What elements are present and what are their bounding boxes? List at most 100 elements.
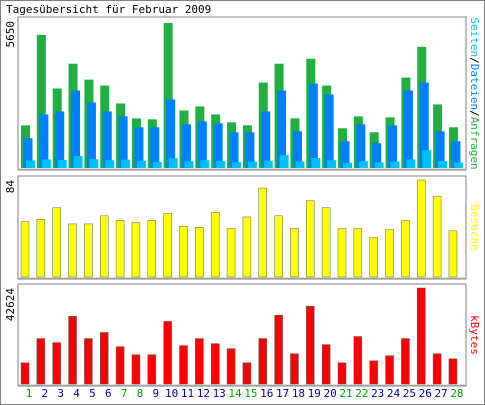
x-tick-label: 13 <box>213 387 226 400</box>
x-tick-label: 21 <box>339 387 352 400</box>
legend-entry: Anfragen <box>468 117 481 170</box>
bar <box>369 360 378 385</box>
bar <box>232 162 242 168</box>
bar <box>292 131 302 168</box>
bar <box>184 161 194 168</box>
legend-separator: / <box>468 110 481 117</box>
bar <box>353 336 363 385</box>
x-tick-label: 24 <box>387 387 401 400</box>
x-tick-label: 20 <box>324 387 337 400</box>
x-tick-label: 27 <box>434 387 447 400</box>
bar <box>343 162 352 168</box>
y-tick-label: 84 <box>4 180 17 194</box>
bar <box>210 212 220 278</box>
x-tick-label: 26 <box>419 387 432 400</box>
x-tick-label: 4 <box>73 387 80 400</box>
x-tick-label: 5 <box>89 387 96 400</box>
x-tick-label: 19 <box>308 387 321 400</box>
bar <box>136 160 146 168</box>
x-tick-label: 10 <box>165 387 178 400</box>
bar <box>353 228 363 278</box>
bar <box>321 207 331 278</box>
bar <box>321 344 331 385</box>
bar <box>401 338 410 385</box>
bar <box>84 338 93 385</box>
bar <box>168 158 178 168</box>
bar <box>118 116 128 168</box>
bar <box>71 90 81 168</box>
chart-title: Tagesübersicht für Februar 2009 <box>6 3 211 16</box>
x-tick-label: 8 <box>137 387 144 400</box>
bar <box>358 161 368 168</box>
bar <box>52 207 61 278</box>
bar <box>210 343 220 385</box>
legend-entry: Besuche <box>468 204 481 250</box>
bar <box>226 348 236 385</box>
bar <box>242 216 252 278</box>
legend: kBytes <box>468 315 481 355</box>
bar <box>68 316 77 385</box>
bar <box>385 229 394 278</box>
bar <box>115 346 125 385</box>
bar <box>84 223 93 278</box>
x-tick-label: 7 <box>121 387 128 400</box>
bar <box>197 121 207 168</box>
x-tick-label: 1 <box>26 387 33 400</box>
bar <box>337 228 347 278</box>
bar <box>422 150 432 168</box>
bar <box>245 132 255 168</box>
bar <box>340 141 350 168</box>
bar <box>55 111 65 168</box>
x-tick-label: 22 <box>355 387 368 400</box>
bar <box>147 354 157 385</box>
bar <box>419 82 429 168</box>
x-tick-label: 25 <box>403 387 416 400</box>
bar <box>216 160 226 168</box>
x-tick-label: 23 <box>371 387 384 400</box>
bar <box>372 143 382 168</box>
legend-entry: Dateien <box>468 64 481 110</box>
legend-entry: kBytes <box>468 315 481 355</box>
bar <box>102 111 112 168</box>
bar <box>356 124 366 168</box>
x-tick-label: 14 <box>228 387 242 400</box>
bar <box>179 345 188 385</box>
bar <box>36 338 46 385</box>
bar <box>306 305 315 385</box>
x-tick-label: 3 <box>57 387 64 400</box>
bar <box>200 160 210 168</box>
bar <box>448 230 458 278</box>
bar <box>89 159 99 168</box>
x-tick-label: 17 <box>276 387 289 400</box>
bar <box>57 159 67 168</box>
bar <box>41 159 51 168</box>
bar <box>213 123 223 168</box>
bar <box>306 200 315 278</box>
bar <box>247 161 257 168</box>
bar <box>152 162 162 168</box>
bar <box>308 83 318 168</box>
bar <box>36 34 46 169</box>
bar <box>131 222 141 278</box>
bar <box>229 132 239 168</box>
bar <box>73 156 83 168</box>
bar <box>261 111 271 168</box>
bar <box>448 358 458 385</box>
bar <box>226 228 236 278</box>
bar <box>86 102 96 168</box>
bar <box>451 141 461 168</box>
bar <box>295 161 305 168</box>
bar <box>274 215 283 278</box>
bar <box>385 355 394 385</box>
bar <box>406 159 416 168</box>
bar <box>258 338 267 385</box>
bar <box>279 155 289 168</box>
bar <box>121 159 131 168</box>
bar <box>417 287 426 385</box>
legend-entry: Seiten <box>468 17 481 57</box>
x-tick-label: 11 <box>181 387 194 400</box>
bar <box>324 94 334 168</box>
bar <box>432 353 442 385</box>
bar <box>163 321 172 385</box>
